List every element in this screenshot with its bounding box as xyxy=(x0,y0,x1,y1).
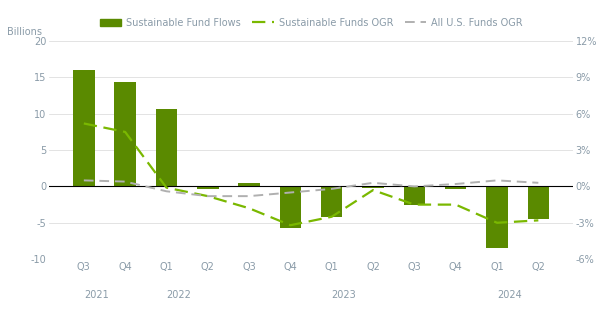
Text: Billions: Billions xyxy=(7,27,43,37)
Bar xyxy=(403,186,425,205)
Bar xyxy=(197,186,219,189)
Bar xyxy=(238,183,260,186)
Text: 2021: 2021 xyxy=(84,290,108,300)
Bar xyxy=(321,186,342,217)
Text: 2022: 2022 xyxy=(166,290,192,300)
Bar xyxy=(486,186,508,248)
Bar xyxy=(156,109,177,186)
Text: 2024: 2024 xyxy=(497,290,522,300)
Text: 2023: 2023 xyxy=(332,290,357,300)
Bar xyxy=(280,186,301,228)
Bar xyxy=(527,186,549,219)
Bar xyxy=(362,186,384,188)
Bar xyxy=(445,186,466,189)
Bar xyxy=(73,70,95,186)
Legend: Sustainable Fund Flows, Sustainable Funds OGR, All U.S. Funds OGR: Sustainable Fund Flows, Sustainable Fund… xyxy=(100,18,522,27)
Bar xyxy=(115,82,136,186)
